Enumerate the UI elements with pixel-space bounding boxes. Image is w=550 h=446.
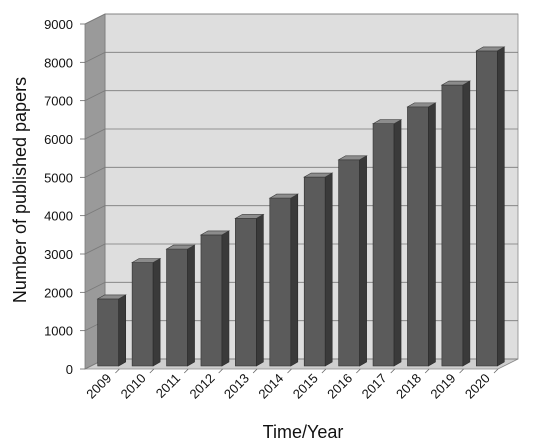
bar-front [131, 262, 154, 367]
y-tick-labels: 0 1000 2000 3000 4000 5000 6000 7000 8000 9000 [44, 17, 85, 377]
x-tick-mark [390, 368, 396, 374]
bar [199, 230, 231, 367]
x-tick-mark [115, 368, 120, 374]
y-tick-label: 5000 [44, 170, 73, 185]
bar [371, 119, 403, 367]
bar-top [130, 258, 162, 263]
bar [234, 213, 265, 367]
x-tick-mark [183, 368, 189, 374]
x-tick-label: 2012 [187, 371, 218, 402]
bar-top [199, 230, 231, 236]
x-tick-mark [287, 368, 292, 374]
gridline-side [84, 243, 106, 255]
bar-top [165, 244, 196, 250]
x-tick-mark [493, 368, 499, 374]
bar [165, 244, 196, 367]
x-tick-label: 2013 [221, 371, 252, 402]
bar-top [234, 214, 265, 219]
gridline-side [84, 13, 106, 25]
gridline-side [84, 166, 106, 178]
x-tick-mark [459, 368, 464, 374]
x-tick-label: 2018 [393, 371, 424, 402]
y-tick-label: 1000 [44, 324, 73, 339]
bar-front [407, 106, 429, 367]
y-axis-label: Number of published papers [10, 77, 30, 303]
y-tick-label: 8000 [44, 55, 73, 70]
bar-top [371, 119, 403, 125]
y-tick-label: 4000 [44, 209, 73, 224]
gridline-side [84, 128, 106, 140]
y-tick-label: 6000 [44, 132, 73, 147]
bar-front [372, 123, 395, 367]
bar [475, 46, 506, 367]
bar-side [496, 46, 505, 367]
bar-front [269, 197, 292, 367]
bar-side [359, 155, 367, 367]
bar [303, 172, 334, 367]
bar-front [475, 50, 498, 367]
y-tick-label: 0 [66, 362, 73, 377]
bar-front [200, 234, 223, 367]
x-tick-label: 2015 [290, 371, 321, 402]
bar-side [187, 244, 195, 367]
bar-top [303, 172, 334, 178]
bar [268, 193, 299, 367]
bar-side [152, 257, 161, 367]
x-tick-label: 2010 [118, 371, 149, 402]
gridline-side [84, 90, 106, 102]
bar-top [406, 102, 437, 108]
bar-front [166, 248, 188, 367]
y-tick-label: 2000 [44, 285, 73, 300]
x-tick-label: 2019 [427, 371, 458, 402]
x-tick-mark [149, 368, 155, 374]
bar-side [462, 80, 471, 367]
bar [96, 294, 127, 367]
bar-side [118, 294, 127, 367]
x-tick-mark [218, 368, 223, 374]
bar [337, 155, 368, 367]
y-tick-label: 7000 [44, 94, 73, 109]
bar-top [475, 46, 506, 52]
bar-side [428, 102, 436, 367]
bars [96, 46, 506, 367]
bar-top [440, 80, 472, 86]
x-tick-labels: 2009 2010 2011 2012 2013 2014 2015 2016 2017 2018… [83, 368, 499, 402]
x-tick-mark [321, 368, 327, 374]
x-tick-label: 2016 [324, 371, 355, 402]
bar-top [268, 193, 299, 199]
bar [130, 257, 162, 367]
x-axis-label: Time/Year [263, 422, 344, 442]
x-tick-label: 2017 [359, 371, 390, 402]
bar-top [96, 294, 127, 300]
y-tick-label: 9000 [44, 17, 73, 32]
y-tick-label: 3000 [44, 247, 73, 262]
bar-front [441, 84, 464, 367]
bar-side [221, 230, 230, 367]
bar-top [337, 155, 368, 161]
bar-side [393, 119, 402, 367]
x-tick-mark [252, 368, 258, 374]
gridline-side [84, 51, 106, 63]
x-tick-label: 2011 [153, 371, 183, 401]
bar [406, 102, 437, 367]
gridline-side [84, 281, 106, 293]
bar [440, 80, 472, 367]
bar-front [97, 298, 120, 367]
bar-front [235, 218, 257, 367]
x-tick-mark [424, 368, 430, 374]
bar-side [324, 172, 333, 367]
bar-front [338, 159, 360, 367]
x-tick-mark [356, 368, 361, 374]
x-tick-label: 2020 [462, 371, 493, 402]
x-tick-label: 2014 [255, 371, 286, 402]
gridline-side [84, 205, 106, 217]
x-tick-label: 2009 [83, 371, 114, 402]
bar-front [303, 176, 326, 367]
bar-side [290, 193, 299, 367]
bar-side [256, 213, 264, 367]
